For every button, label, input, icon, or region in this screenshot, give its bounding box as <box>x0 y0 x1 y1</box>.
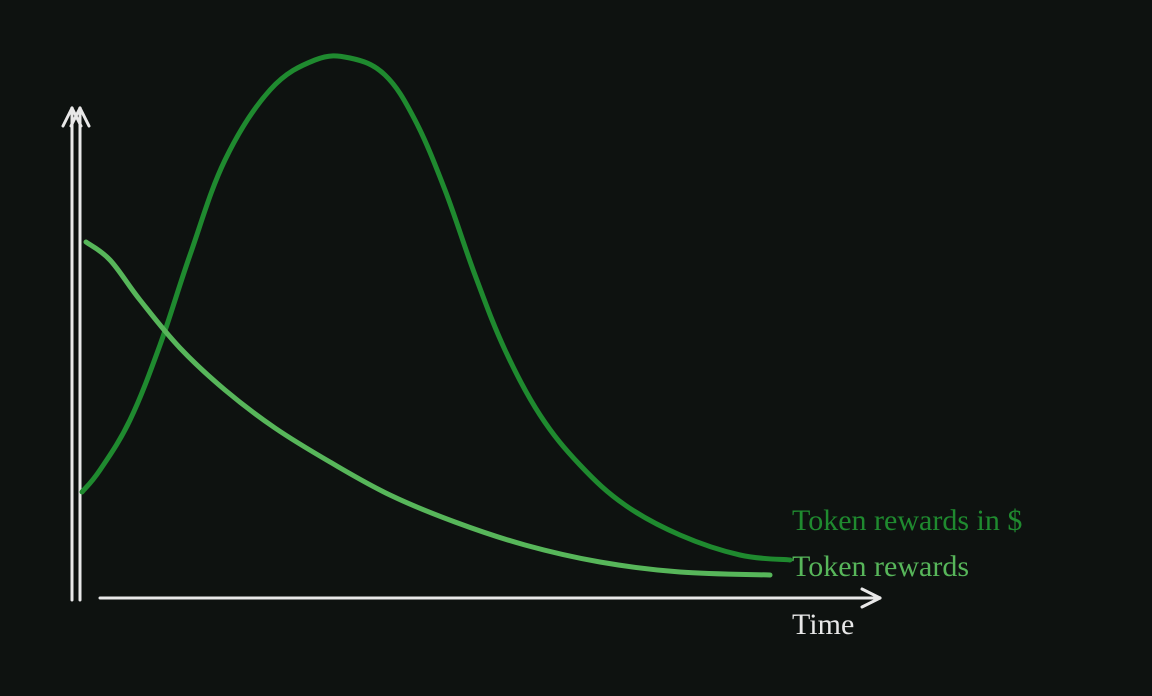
token-rewards-chart: Time Token rewards in $ Token rewards <box>0 0 1152 696</box>
series-label-token-rewards: Token rewards <box>792 550 969 584</box>
chart-svg <box>0 0 1152 696</box>
series-line-token_rewards <box>86 242 770 575</box>
x-axis-label: Time <box>792 608 854 642</box>
series-line-token_rewards_usd <box>82 56 790 560</box>
series-label-token-rewards-usd: Token rewards in $ <box>792 504 1022 538</box>
